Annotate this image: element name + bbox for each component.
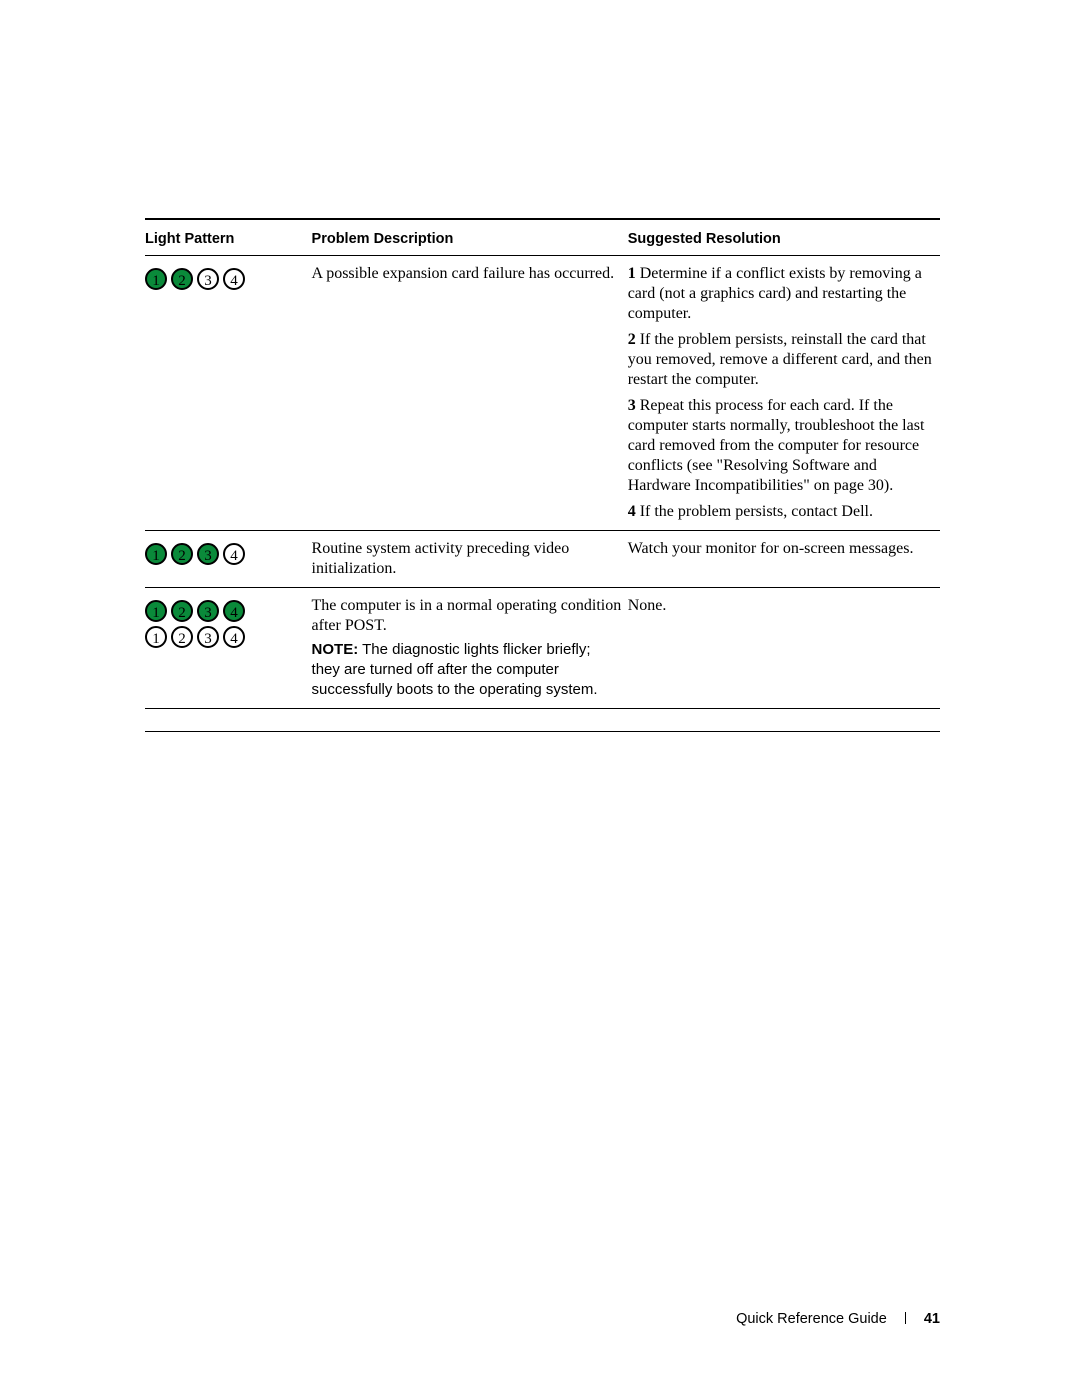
diagnostic-light-icon: 1 bbox=[145, 543, 167, 565]
note-label: NOTE: bbox=[312, 641, 359, 658]
step-text: Determine if a conflict exists by removi… bbox=[628, 265, 922, 322]
diagnostic-light-icon: 4 bbox=[223, 543, 245, 565]
footer-separator-icon bbox=[905, 1312, 906, 1324]
bottom-rule bbox=[145, 731, 940, 732]
diagnostic-light-icon: 3 bbox=[197, 268, 219, 290]
light-row: 1 2 3 4 bbox=[145, 626, 306, 648]
step-text: Repeat this process for each card. If th… bbox=[628, 397, 925, 494]
step-text: If the problem persists, contact Dell. bbox=[640, 503, 873, 520]
col-header-problem: Problem Description bbox=[312, 225, 628, 256]
diagnostic-light-icon: 4 bbox=[223, 268, 245, 290]
diagnostic-light-icon: 4 bbox=[223, 600, 245, 622]
diagnostic-light-icon: 3 bbox=[197, 600, 219, 622]
step-number: 2 bbox=[628, 331, 636, 348]
resolution-cell: None. bbox=[628, 588, 940, 709]
diagnostic-light-icon: 3 bbox=[197, 543, 219, 565]
resolution-step: 2 If the problem persists, reinstall the… bbox=[628, 330, 934, 390]
problem-text: The computer is in a normal operating co… bbox=[312, 596, 622, 636]
resolution-step: 1 Determine if a conflict exists by remo… bbox=[628, 264, 934, 324]
resolution-step: 3 Repeat this process for each card. If … bbox=[628, 396, 934, 496]
diagnostic-light-icon: 2 bbox=[171, 600, 193, 622]
diagnostic-light-icon: 2 bbox=[171, 626, 193, 648]
resolution-text: Watch your monitor for on-screen message… bbox=[628, 540, 914, 557]
diagnostic-light-icon: 1 bbox=[145, 268, 167, 290]
table-row: 1 2 3 4 Routine system activity precedin… bbox=[145, 531, 940, 588]
diagnostics-table: Light Pattern Problem Description Sugges… bbox=[145, 225, 940, 709]
col-header-resolution: Suggested Resolution bbox=[628, 225, 940, 256]
table-row: 1 2 3 4 1 2 3 4 The computer is in a nor… bbox=[145, 588, 940, 709]
resolution-cell: Watch your monitor for on-screen message… bbox=[628, 531, 940, 588]
light-pattern-cell: 1 2 3 4 bbox=[145, 256, 312, 531]
diagnostic-light-icon: 1 bbox=[145, 600, 167, 622]
diagnostic-light-icon: 1 bbox=[145, 626, 167, 648]
light-pattern-cell: 1 2 3 4 1 2 3 4 bbox=[145, 588, 312, 709]
footer-title: Quick Reference Guide bbox=[736, 1311, 887, 1327]
diagnostic-light-icon: 2 bbox=[171, 543, 193, 565]
step-number: 1 bbox=[628, 265, 636, 282]
problem-cell: Routine system activity preceding video … bbox=[312, 531, 628, 588]
diagnostic-light-icon: 2 bbox=[171, 268, 193, 290]
page-number: 41 bbox=[924, 1311, 940, 1327]
problem-cell: The computer is in a normal operating co… bbox=[312, 588, 628, 709]
step-number: 3 bbox=[628, 397, 636, 414]
table-body: 1 2 3 4 A possible expansion card failur… bbox=[145, 256, 940, 709]
resolution-cell: 1 Determine if a conflict exists by remo… bbox=[628, 256, 940, 531]
light-row: 1 2 3 4 bbox=[145, 268, 306, 290]
step-text: If the problem persists, reinstall the c… bbox=[628, 331, 932, 388]
resolution-step: 4 If the problem persists, contact Dell. bbox=[628, 502, 934, 522]
light-row: 1 2 3 4 bbox=[145, 543, 306, 565]
step-number: 4 bbox=[628, 503, 636, 520]
diagnostic-light-icon: 3 bbox=[197, 626, 219, 648]
page: Light Pattern Problem Description Sugges… bbox=[0, 0, 1080, 1397]
col-header-light-pattern: Light Pattern bbox=[145, 225, 312, 256]
resolution-text: None. bbox=[628, 597, 667, 614]
table-header-row: Light Pattern Problem Description Sugges… bbox=[145, 225, 940, 256]
light-row: 1 2 3 4 bbox=[145, 600, 306, 622]
page-footer: Quick Reference Guide 41 bbox=[736, 1311, 940, 1327]
problem-text: A possible expansion card failure has oc… bbox=[312, 265, 615, 282]
table-row: 1 2 3 4 A possible expansion card failur… bbox=[145, 256, 940, 531]
top-rule bbox=[145, 218, 940, 220]
problem-cell: A possible expansion card failure has oc… bbox=[312, 256, 628, 531]
light-pattern-cell: 1 2 3 4 bbox=[145, 531, 312, 588]
note: NOTE: The diagnostic lights flicker brie… bbox=[312, 640, 622, 700]
diagnostic-light-icon: 4 bbox=[223, 626, 245, 648]
problem-text: Routine system activity preceding video … bbox=[312, 540, 570, 577]
